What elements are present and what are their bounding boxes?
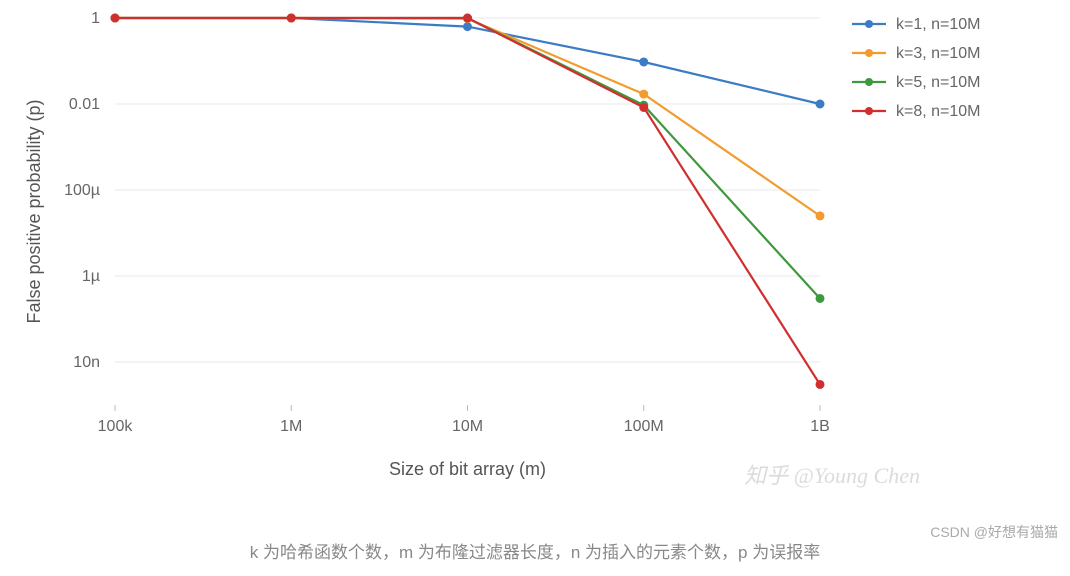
x-axis-title: Size of bit array (m) xyxy=(389,459,546,479)
x-tick-label: 10M xyxy=(452,418,483,435)
series-marker xyxy=(639,90,648,99)
csdn-watermark: CSDN @好想有猫猫 xyxy=(930,522,1058,542)
x-tick-label: 100k xyxy=(98,418,134,435)
x-tick-label: 1B xyxy=(810,418,830,435)
series-marker xyxy=(639,103,648,112)
chart-caption: k 为哈希函数个数，m 为布隆过滤器长度，n 为插入的元素个数，p 为误报率 xyxy=(0,538,1070,563)
series-marker xyxy=(463,14,472,23)
y-tick-label: 1 xyxy=(91,10,100,27)
legend-label: k=5, n=10M xyxy=(896,74,981,91)
series-line xyxy=(115,18,820,385)
legend-label: k=1, n=10M xyxy=(896,16,981,33)
x-tick-label: 100M xyxy=(624,418,664,435)
series-marker xyxy=(111,14,120,23)
y-tick-label: 1µ xyxy=(82,268,100,285)
series-marker xyxy=(463,22,472,31)
series-marker xyxy=(816,294,825,303)
x-tick-label: 1M xyxy=(280,418,302,435)
series-marker xyxy=(816,100,825,109)
y-axis-title: False positive probability (p) xyxy=(24,99,44,323)
y-tick-label: 100µ xyxy=(64,182,100,199)
zhihu-watermark: 知乎 @Young Chen xyxy=(744,458,920,490)
y-tick-label: 10n xyxy=(73,354,100,371)
legend-label: k=8, n=10M xyxy=(896,103,981,120)
series-marker xyxy=(287,14,296,23)
legend-label: k=3, n=10M xyxy=(896,45,981,62)
series-marker xyxy=(816,380,825,389)
series-line xyxy=(115,18,820,299)
series-line xyxy=(115,18,820,216)
y-tick-label: 0.01 xyxy=(69,96,100,113)
series-marker xyxy=(639,57,648,66)
series-marker xyxy=(816,211,825,220)
